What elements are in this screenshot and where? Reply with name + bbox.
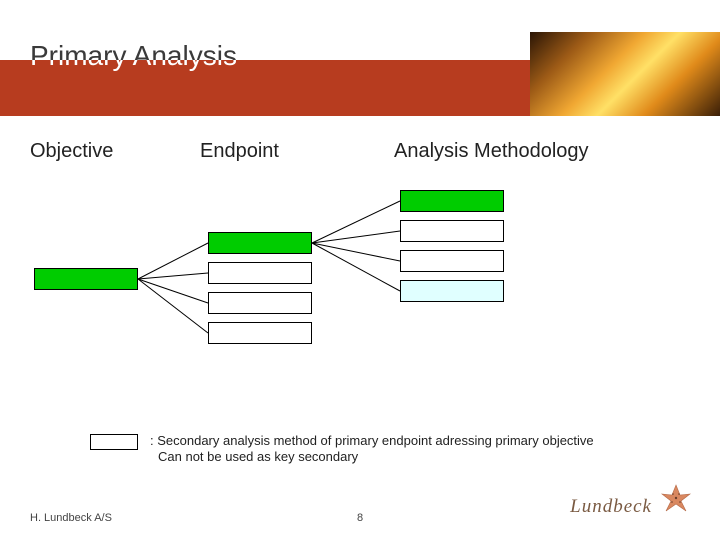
legend-line2: Can not be used as key secondary (150, 449, 358, 464)
legend-swatch (90, 434, 138, 450)
legend-line1: : Secondary analysis method of primary e… (150, 433, 594, 448)
analysis-node-3 (400, 280, 504, 302)
analysis-node-0 (400, 190, 504, 212)
endpoint-node-1 (208, 262, 312, 284)
diagram (0, 180, 720, 370)
footer-company: H. Lundbeck A/S (30, 512, 112, 524)
objective-node (34, 268, 138, 290)
footer-logo: Lundbeck (572, 478, 692, 518)
col-endpoint: Endpoint (200, 140, 279, 163)
logo-text: Lundbeck (570, 496, 652, 518)
analysis-node-1 (400, 220, 504, 242)
header-band: Primary Analysis Primary Analysis (0, 32, 720, 116)
endpoint-node-2 (208, 292, 312, 314)
analysis-node-2 (400, 250, 504, 272)
footer-page-number: 8 (357, 512, 363, 524)
endpoint-node-3 (208, 322, 312, 344)
col-objective: Objective (30, 140, 113, 163)
header-photo-strip (530, 32, 720, 116)
col-analysis: Analysis Methodology (394, 140, 589, 163)
starfish-icon (660, 482, 692, 514)
endpoint-node-0 (208, 232, 312, 254)
